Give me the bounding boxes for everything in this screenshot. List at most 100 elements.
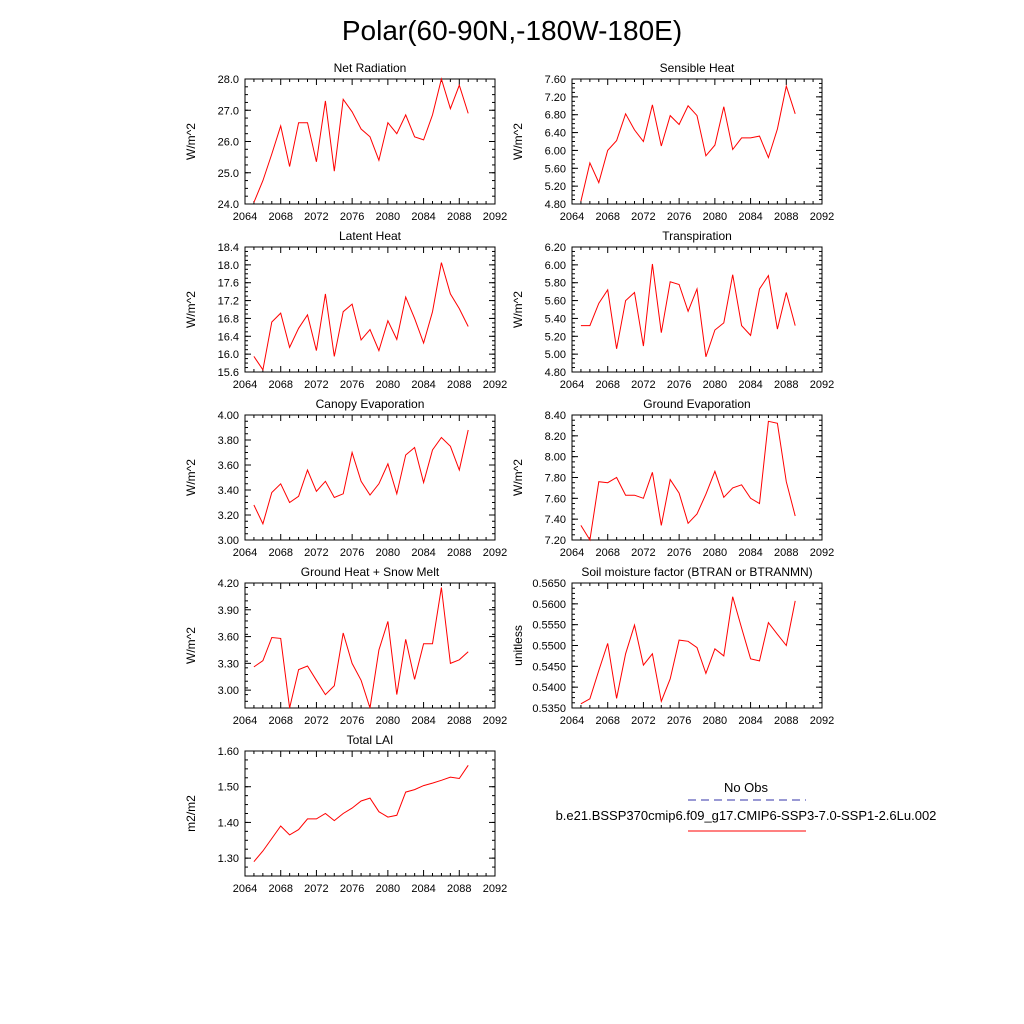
y-tick-label: 3.00 (218, 685, 239, 697)
x-tick-label: 2064 (560, 211, 584, 223)
x-tick-label: 2076 (667, 715, 691, 727)
series-line (253, 77, 469, 203)
x-tick-label: 2064 (560, 715, 584, 727)
x-tick-label: 2092 (810, 547, 834, 559)
x-tick-label: 2072 (304, 379, 328, 391)
y-tick-label: 4.80 (545, 199, 566, 211)
x-tick-label: 2072 (304, 715, 328, 727)
x-tick-label: 2088 (447, 715, 471, 727)
x-tick-label: 2088 (447, 883, 471, 895)
y-tick-label: 0.5400 (532, 682, 566, 694)
x-tick-label: 2080 (376, 379, 400, 391)
y-tick-label: 0.5550 (532, 620, 566, 632)
x-tick-label: 2064 (233, 883, 257, 895)
x-tick-label: 2084 (411, 547, 435, 559)
x-tick-label: 2068 (595, 211, 619, 223)
x-tick-label: 2076 (667, 547, 691, 559)
y-tick-label: 24.0 (218, 199, 239, 211)
chart-panel: Canopy Evaporation W/m^2 2064 2068 2072 2076 2… (184, 397, 507, 559)
y-tick-label: 7.20 (545, 535, 566, 547)
chart-panel: Ground Heat + Snow Melt W/m^2 2064 2068 2072… (184, 565, 507, 727)
chart-panel: Transpiration W/m^2 2064 2068 2072 2076 2080 20… (511, 229, 834, 391)
y-tick-label: 1.30 (218, 853, 239, 865)
series-line (580, 263, 796, 357)
series-line (253, 587, 469, 709)
x-tick-label: 2092 (810, 211, 834, 223)
panel-title: Net Radiation (334, 61, 407, 75)
panel-title: Soil moisture factor (BTRAN or BTRANMN) (581, 565, 812, 579)
y-axis-label: W/m^2 (511, 123, 525, 160)
y-tick-label: 3.60 (218, 632, 239, 644)
y-tick-label: 28.0 (218, 74, 239, 86)
y-tick-label: 7.80 (545, 473, 566, 485)
x-tick-label: 2080 (376, 715, 400, 727)
x-tick-label: 2084 (738, 211, 762, 223)
x-tick-label: 2080 (376, 883, 400, 895)
panel-title: Ground Evaporation (643, 397, 750, 411)
x-tick-label: 2080 (703, 379, 727, 391)
chart-panel: Net Radiation W/m^2 2064 2068 2072 2076 2080 20… (184, 61, 507, 223)
panel-title: Ground Heat + Snow Melt (301, 565, 440, 579)
y-tick-label: 4.20 (218, 578, 239, 590)
y-tick-label: 5.00 (545, 349, 566, 361)
y-tick-label: 0.5350 (532, 703, 566, 715)
y-tick-label: 17.2 (218, 296, 239, 308)
x-tick-label: 2084 (738, 547, 762, 559)
x-tick-label: 2076 (340, 211, 364, 223)
plot-frame (244, 78, 496, 205)
y-tick-label: 7.60 (545, 493, 566, 505)
y-tick-label: 3.40 (218, 485, 239, 497)
x-tick-label: 2072 (304, 883, 328, 895)
y-tick-label: 16.4 (218, 331, 239, 343)
x-tick-label: 2092 (483, 883, 507, 895)
series-line (580, 420, 796, 542)
x-tick-label: 2084 (738, 379, 762, 391)
x-tick-label: 2064 (233, 715, 257, 727)
y-tick-label: 3.30 (218, 658, 239, 670)
series-line (253, 262, 469, 372)
plot-frame (244, 246, 496, 373)
y-tick-label: 0.5450 (532, 661, 566, 673)
chart-panel: Latent Heat W/m^2 2064 2068 2072 2076 2080 2084… (184, 229, 507, 391)
chart-panel: Sensible Heat W/m^2 2064 2068 2072 2076 2080 20… (511, 61, 834, 223)
x-tick-label: 2080 (376, 547, 400, 559)
x-tick-label: 2084 (411, 883, 435, 895)
y-tick-label: 25.0 (218, 168, 239, 180)
x-tick-label: 2076 (340, 379, 364, 391)
y-tick-label: 6.20 (545, 242, 566, 254)
legend-label-run: b.e21.BSSP370cmip6.f09_g17.CMIP6-SSP3-7.… (556, 808, 937, 823)
x-tick-label: 2072 (304, 547, 328, 559)
x-tick-label: 2092 (810, 379, 834, 391)
x-tick-label: 2068 (268, 883, 292, 895)
series-line (580, 84, 796, 202)
panel-title: Transpiration (662, 229, 732, 243)
x-tick-label: 2076 (340, 715, 364, 727)
x-tick-label: 2064 (233, 211, 257, 223)
x-tick-label: 2068 (268, 547, 292, 559)
y-tick-label: 0.5650 (532, 578, 566, 590)
x-tick-label: 2072 (631, 211, 655, 223)
panel-title: Canopy Evaporation (316, 397, 425, 411)
chart-panel: Soil moisture factor (BTRAN or BTRANMN) u… (511, 565, 834, 727)
x-tick-label: 2068 (268, 715, 292, 727)
y-tick-label: 3.00 (218, 535, 239, 547)
y-tick-label: 3.60 (218, 460, 239, 472)
x-tick-label: 2088 (447, 211, 471, 223)
x-tick-label: 2092 (483, 379, 507, 391)
y-axis-label: unitless (511, 625, 525, 666)
y-axis-label: W/m^2 (184, 459, 198, 496)
y-tick-label: 1.50 (218, 782, 239, 794)
x-tick-label: 2068 (595, 547, 619, 559)
y-tick-label: 18.4 (218, 242, 239, 254)
y-tick-label: 8.40 (545, 410, 566, 422)
x-tick-label: 2072 (631, 379, 655, 391)
x-tick-label: 2088 (447, 547, 471, 559)
x-tick-label: 2092 (483, 715, 507, 727)
y-tick-label: 15.6 (218, 367, 239, 379)
y-tick-label: 6.00 (545, 260, 566, 272)
legend-label-obs: No Obs (724, 780, 769, 795)
y-tick-label: 4.00 (218, 410, 239, 422)
y-tick-label: 4.80 (545, 367, 566, 379)
y-tick-label: 3.20 (218, 510, 239, 522)
plot-frame (571, 78, 823, 205)
